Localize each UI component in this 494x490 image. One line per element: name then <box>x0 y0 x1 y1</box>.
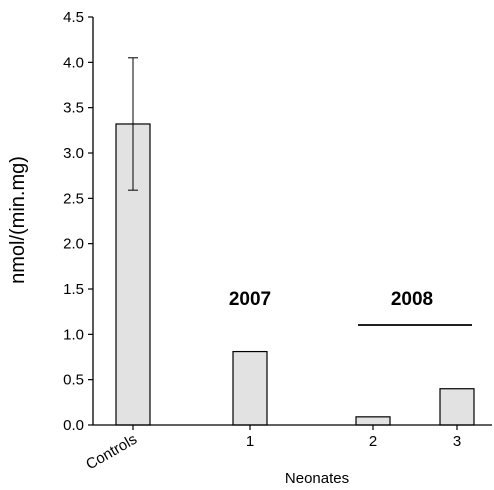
x-ticks-group: Controls 1 2 3 <box>83 425 461 473</box>
y-tick-label: 3.0 <box>63 145 84 162</box>
y-axis-title: nmol/(min.mg) <box>7 156 29 284</box>
y-tick-label: 4.5 <box>63 9 84 26</box>
y-tick-label: 3.5 <box>63 100 84 117</box>
bar-1 <box>232 350 268 426</box>
y-tick-label: 2.0 <box>63 236 84 253</box>
x-axis-title: Neonates <box>285 470 349 487</box>
bar-3 <box>439 388 475 426</box>
y-tick-label: 0.5 <box>63 372 84 389</box>
y-ticks-group: 0.0 0.5 1.0 1.5 2.0 2.5 3.0 3.5 4.0 4.5 <box>63 9 93 434</box>
bar-2 <box>355 416 391 426</box>
error-bars-group <box>128 57 138 191</box>
x-tick-label: Controls <box>83 431 140 474</box>
annotation-2008: 2008 <box>391 289 433 310</box>
y-tick-label: 1.0 <box>63 326 84 343</box>
x-tick-label: 1 <box>246 433 254 450</box>
y-tick-label: 2.5 <box>63 190 84 207</box>
y-tick-label: 0.0 <box>63 417 84 434</box>
x-tick-label: 3 <box>453 433 461 450</box>
y-tick-label: 4.0 <box>63 54 84 71</box>
annotation-2007: 2007 <box>229 289 271 310</box>
y-tick-label: 1.5 <box>63 281 84 298</box>
bars-group <box>115 123 475 426</box>
x-tick-label: 2 <box>369 433 377 450</box>
